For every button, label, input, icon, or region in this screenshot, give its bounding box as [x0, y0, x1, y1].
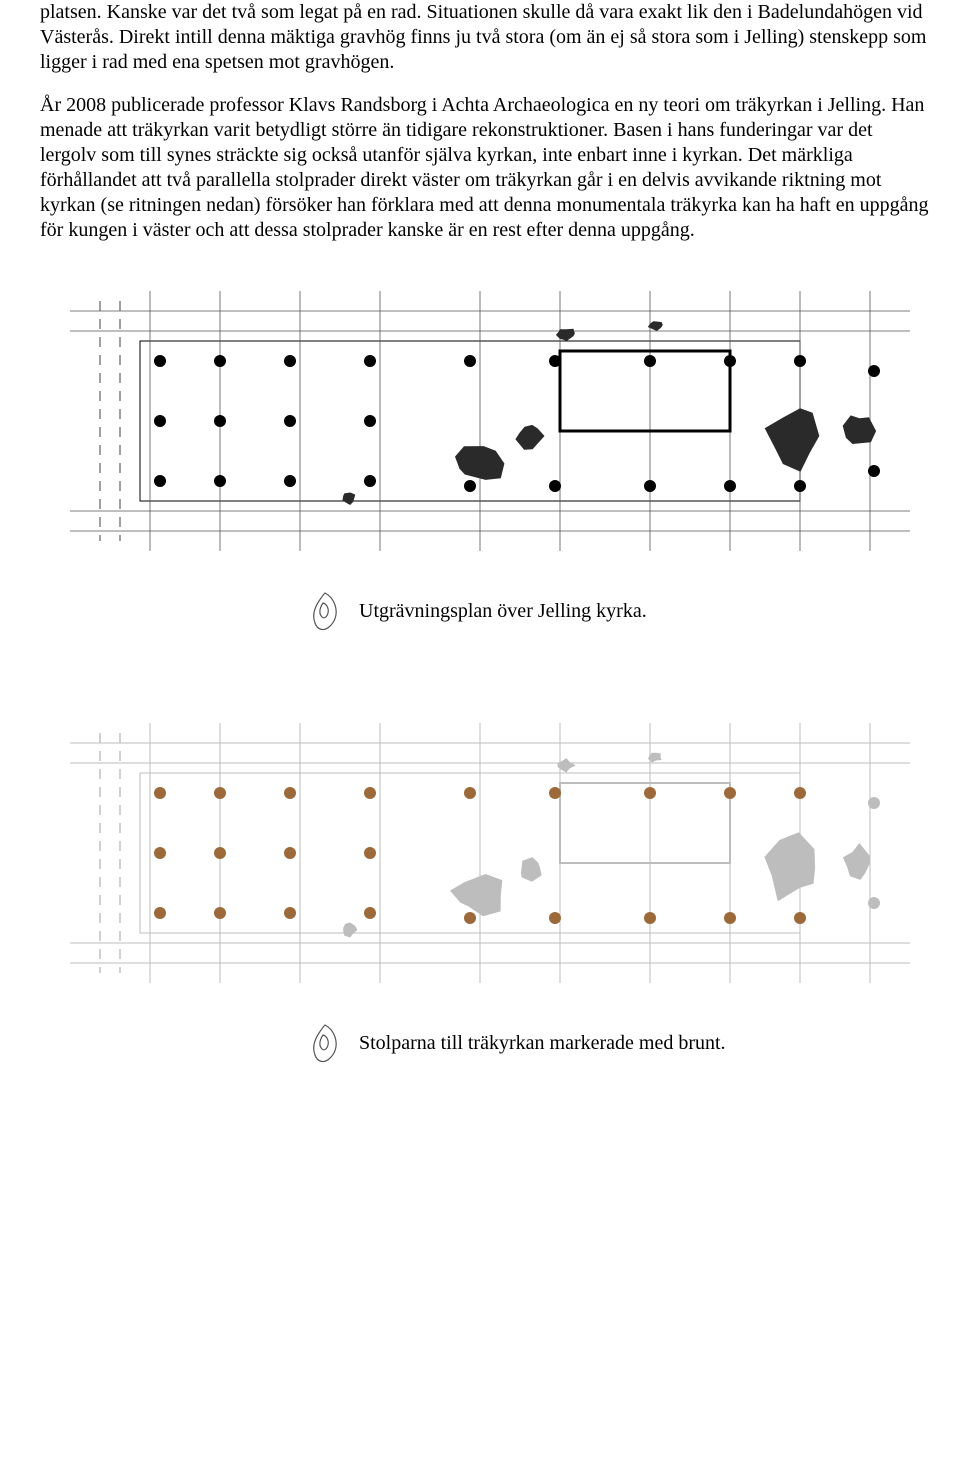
- paragraph-1: platsen. Kanske var det två som legat på…: [40, 0, 930, 75]
- figure-1-caption-row: Utgrävningsplan över Jelling kyrka.: [305, 589, 930, 633]
- caption-icon: [305, 589, 345, 633]
- figure-2-svg: [40, 693, 910, 1013]
- figure-1-caption: Utgrävningsplan över Jelling kyrka.: [359, 598, 647, 624]
- caption-icon: [305, 1021, 345, 1065]
- document-page: platsen. Kanske var det två som legat på…: [0, 0, 960, 1115]
- figure-2-caption: Stolparna till träkyrkan markerade med b…: [359, 1030, 726, 1056]
- spacer: [40, 643, 930, 683]
- figure-1: Utgrävningsplan över Jelling kyrka.: [40, 261, 930, 633]
- figure-2-caption-row: Stolparna till träkyrkan markerade med b…: [305, 1021, 930, 1065]
- paragraph-2: År 2008 publicerade professor Klavs Rand…: [40, 93, 930, 243]
- figure-2: Stolparna till träkyrkan markerade med b…: [40, 693, 930, 1065]
- figure-1-svg: [40, 261, 910, 581]
